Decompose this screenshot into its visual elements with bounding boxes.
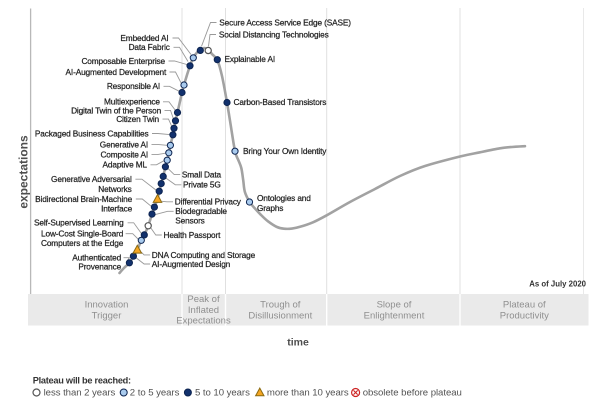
svg-text:expectations: expectations (17, 135, 31, 209)
svg-text:Slope of: Slope of (377, 300, 412, 311)
svg-text:Inflated: Inflated (188, 305, 219, 316)
svg-text:Health Passport: Health Passport (164, 230, 222, 240)
svg-text:Private 5G: Private 5G (183, 180, 221, 190)
svg-text:5 to 10 years: 5 to 10 years (195, 388, 250, 399)
svg-text:Low-Cost Single-Board: Low-Cost Single-Board (41, 229, 124, 239)
svg-text:Digital Twin of the Person: Digital Twin of the Person (71, 105, 162, 115)
svg-text:2 to 5 years: 2 to 5 years (130, 388, 180, 399)
svg-text:AI-Augmented Development: AI-Augmented Development (66, 67, 167, 77)
svg-text:Bidirectional Brain-Machine: Bidirectional Brain-Machine (35, 194, 132, 204)
svg-text:Bring Your Own Identity: Bring Your Own Identity (243, 146, 327, 156)
svg-text:Trough of: Trough of (260, 300, 301, 311)
svg-text:Authenticated: Authenticated (72, 253, 121, 263)
svg-text:DNA Computing and Storage: DNA Computing and Storage (152, 250, 256, 260)
svg-text:Embedded AI: Embedded AI (120, 33, 168, 43)
svg-text:more than 10 years: more than 10 years (267, 388, 349, 399)
svg-text:Biodegradable: Biodegradable (175, 206, 227, 216)
svg-text:Sensors: Sensors (175, 216, 204, 226)
svg-text:Responsible AI: Responsible AI (107, 81, 160, 91)
svg-text:Packaged Business Capabilities: Packaged Business Capabilities (35, 128, 149, 138)
svg-text:Enlightenment: Enlightenment (364, 311, 425, 322)
svg-text:Generative Adversarial: Generative Adversarial (51, 174, 132, 184)
svg-text:Carbon-Based Transistors: Carbon-Based Transistors (234, 97, 327, 107)
svg-text:time: time (287, 337, 309, 349)
svg-text:Citizen Twin: Citizen Twin (116, 114, 159, 124)
svg-text:As of July 2020: As of July 2020 (529, 279, 586, 288)
svg-text:Composable Enterprise: Composable Enterprise (81, 56, 165, 66)
svg-text:Productivity: Productivity (500, 311, 549, 322)
svg-text:Networks: Networks (98, 184, 131, 194)
svg-text:Disillusionment: Disillusionment (248, 311, 312, 322)
svg-text:Self-Supervised Learning: Self-Supervised Learning (34, 218, 124, 228)
svg-text:Differential Privacy: Differential Privacy (175, 197, 242, 207)
svg-text:AI-Augmented Design: AI-Augmented Design (152, 259, 231, 269)
svg-text:less than 2 years: less than 2 years (44, 388, 116, 399)
svg-text:Plateau of: Plateau of (503, 300, 546, 311)
svg-text:Provenance: Provenance (78, 262, 121, 272)
svg-text:Adaptive ML: Adaptive ML (103, 160, 148, 170)
svg-text:Graphs: Graphs (257, 203, 283, 213)
svg-text:obsolete before plateau: obsolete before plateau (363, 388, 462, 399)
svg-text:Interface: Interface (101, 203, 132, 213)
svg-text:Social Distancing Technologies: Social Distancing Technologies (219, 29, 329, 39)
svg-text:Explainable AI: Explainable AI (225, 54, 276, 64)
svg-text:Data Fabric: Data Fabric (129, 42, 170, 52)
svg-text:Innovation: Innovation (85, 300, 129, 311)
svg-text:Multiexperience: Multiexperience (104, 97, 160, 107)
svg-text:Peak of: Peak of (187, 294, 220, 305)
svg-text:Trigger: Trigger (92, 311, 122, 322)
svg-text:Small Data: Small Data (182, 170, 222, 180)
svg-text:Ontologies and: Ontologies and (257, 193, 311, 203)
svg-text:Plateau will be reached:: Plateau will be reached: (33, 376, 131, 386)
svg-text:Composite AI: Composite AI (100, 150, 148, 160)
svg-text:Expectations: Expectations (176, 316, 231, 327)
svg-text:Generative AI: Generative AI (100, 139, 148, 149)
svg-text:Computers at the Edge: Computers at the Edge (41, 238, 124, 248)
svg-text:Secure Access Service Edge (SA: Secure Access Service Edge (SASE) (219, 17, 351, 27)
